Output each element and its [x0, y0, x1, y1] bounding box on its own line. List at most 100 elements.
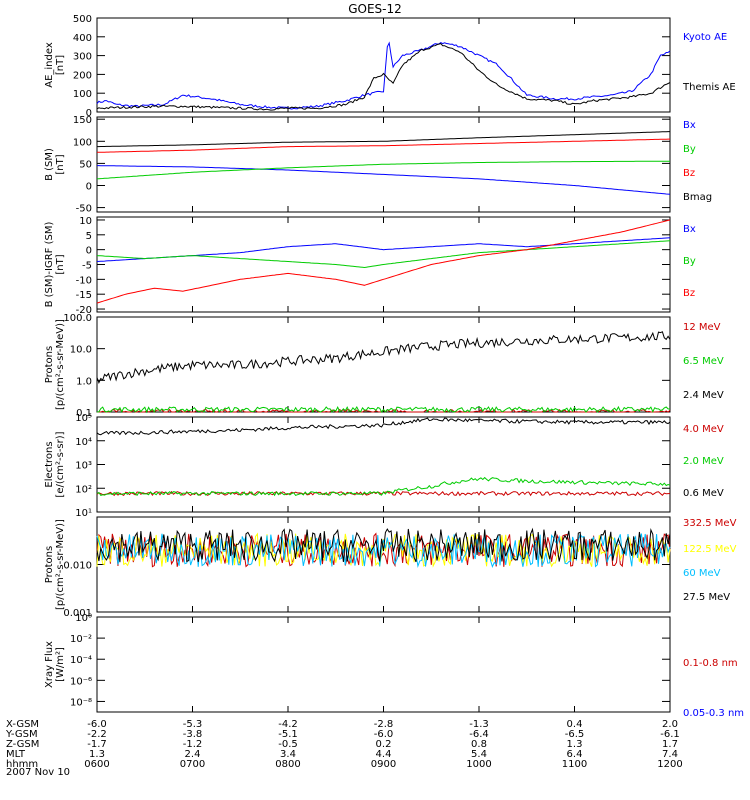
y-tick-label: 10⁻⁸ [70, 697, 92, 708]
x-tick-label: -1.3 [469, 719, 489, 730]
y-axis-label: [nT] [55, 254, 66, 274]
y-tick-label: 10¹ [75, 508, 92, 519]
y-tick-label: 10⁵ [75, 413, 92, 424]
series-line-3 [96, 331, 671, 385]
x-row-label: Y-GSM [5, 729, 38, 740]
y-tick-label: -20 [76, 305, 92, 316]
y-tick-label: 10⁴ [75, 437, 92, 448]
y-axis-label: [W/m²] [55, 647, 66, 682]
y-axis-label: B (SM)-IGRF (SM) [44, 222, 55, 308]
series-line-1 [97, 165, 671, 195]
x-tick-label: 0.4 [567, 719, 583, 730]
x-tick-label: -6.4 [469, 729, 489, 740]
series-line-1 [96, 237, 671, 262]
y-axis-label: [nT] [55, 154, 66, 174]
series-line-3 [96, 417, 671, 436]
y-tick-label: 10⁰ [75, 613, 92, 624]
x-tick-label: -2.8 [374, 719, 394, 730]
y-axis-label: [e/(cm²-s-sr)] [55, 431, 66, 497]
y-axis-label: Protons [44, 346, 55, 383]
series-line-3 [96, 533, 671, 568]
y-tick-label: -5 [82, 261, 92, 272]
y-tick-label: 10⁻⁶ [70, 676, 92, 687]
y-axis-label: Xray Flux [44, 641, 55, 688]
y-tick-label: 400 [73, 33, 92, 44]
legend-entry: Kyoto AE [683, 32, 727, 43]
legend-entry: By [683, 144, 696, 155]
y-tick-label: 10⁻⁴ [70, 655, 92, 666]
x-tick-label: 1.7 [662, 739, 678, 750]
x-tick-label: 1200 [657, 759, 682, 770]
x-tick-label: 6.4 [567, 749, 583, 760]
y-tick-label: 10 [79, 216, 92, 227]
legend-entry: 0.6 MeV [683, 488, 724, 499]
x-tick-label: -6.0 [374, 729, 394, 740]
legend-entry: 332.5 MeV [683, 518, 737, 529]
x-tick-label: -5.3 [183, 719, 203, 730]
x-tick-label: 0700 [180, 759, 205, 770]
series-line-1 [96, 41, 671, 110]
y-tick-label: 0.1 [76, 408, 92, 419]
x-tick-label: -4.2 [278, 719, 298, 730]
x-tick-label: -1.2 [183, 739, 203, 750]
x-tick-label: 0.2 [376, 739, 392, 750]
legend-entry: Bx [683, 120, 696, 131]
series-line-2 [96, 476, 671, 497]
y-axis-label: AE_index [44, 42, 55, 88]
date-label: 2007 Nov 10 [6, 767, 70, 778]
y-tick-label: 100.0 [63, 313, 92, 324]
legend-entry: 27.5 MeV [683, 592, 730, 603]
x-axis-table: X-GSM -6.0 -5.3 -4.2 -2.8 -1.3 0.4 2.0 Y-GSM -2.2… [5, 719, 683, 770]
x-tick-label: 2.0 [662, 719, 678, 730]
panel-3: -20 -15 -10 -5 0 5 10 B (SM)-IGRF (SM) [nT] Bx By B… [44, 216, 696, 316]
y-tick-label: -50 [76, 204, 92, 215]
x-tick-label: -5.1 [278, 729, 298, 740]
y-axis-label: Protons [44, 546, 55, 583]
y-tick-label: 10.0 [70, 345, 92, 356]
legend-entry: 2.0 MeV [683, 456, 724, 467]
x-tick-label: -3.8 [183, 729, 203, 740]
y-tick-label: 150 [73, 115, 92, 126]
x-tick-label: -6.1 [660, 729, 680, 740]
panel-frame [96, 516, 671, 613]
legend-entry: Bmag [683, 192, 712, 203]
x-tick-label: 7.4 [662, 749, 678, 760]
legend-entry: Bx [683, 224, 696, 235]
series-line-3 [96, 219, 671, 304]
y-tick-label: 50 [79, 159, 92, 170]
panel-5: 10¹ 10² 10³ 10⁴ 10⁵ Electrons [e/(cm²-s-sr)] 4.… [44, 413, 724, 519]
x-tick-label: 3.4 [280, 749, 296, 760]
legend-entry: Bz [683, 168, 695, 179]
panel-2: -50 0 50 100 150 B (SM) [nT] Bx By Bz Bmag [44, 115, 712, 214]
series-line-4 [97, 131, 670, 148]
panel-6: 0.001 0.010 Protons [p/(cm²-s-sr-MeV)] 332.5… [44, 516, 737, 619]
y-axis-label: [p/(cm²-s-sr-MeV)] [55, 319, 66, 410]
x-tick-label: 4.4 [376, 749, 392, 760]
series-line-2 [96, 405, 671, 414]
y-tick-label: 10² [75, 484, 92, 495]
y-axis-label: [p/(cm²-s-sr-MeV)] [55, 519, 66, 610]
legend-entry: 0.1-0.8 nm [683, 658, 738, 669]
panel-1: 0 100 200 300 400 500 AE_index [nT] Kyoto AE Them… [44, 14, 736, 119]
series-line-1 [96, 532, 671, 568]
x-row-label: Z-GSM [6, 739, 39, 750]
x-tick-label: 1100 [562, 759, 587, 770]
figure-title: GOES-12 [348, 2, 402, 16]
legend-entry: Bz [683, 288, 695, 299]
x-row-label: MLT [6, 749, 26, 760]
panel-4: 0.1 1.0 10.0 100.0 Protons [p/(cm²-s-sr-MeV)]… [44, 313, 724, 419]
legend-entry: Themis AE [682, 82, 736, 93]
y-tick-label: 500 [73, 14, 92, 25]
x-tick-label: -6.0 [87, 719, 107, 730]
y-tick-label: 300 [73, 52, 92, 63]
series-line-2 [96, 160, 670, 180]
y-tick-label: -15 [76, 290, 92, 301]
x-tick-label: 1.3 [89, 749, 105, 760]
y-tick-label: 0.001 [63, 608, 92, 619]
y-tick-label: 0 [86, 246, 92, 257]
series-line-4 [96, 527, 671, 563]
legend-entry: By [683, 256, 696, 267]
legend-entry: 122.5 MeV [683, 544, 737, 555]
